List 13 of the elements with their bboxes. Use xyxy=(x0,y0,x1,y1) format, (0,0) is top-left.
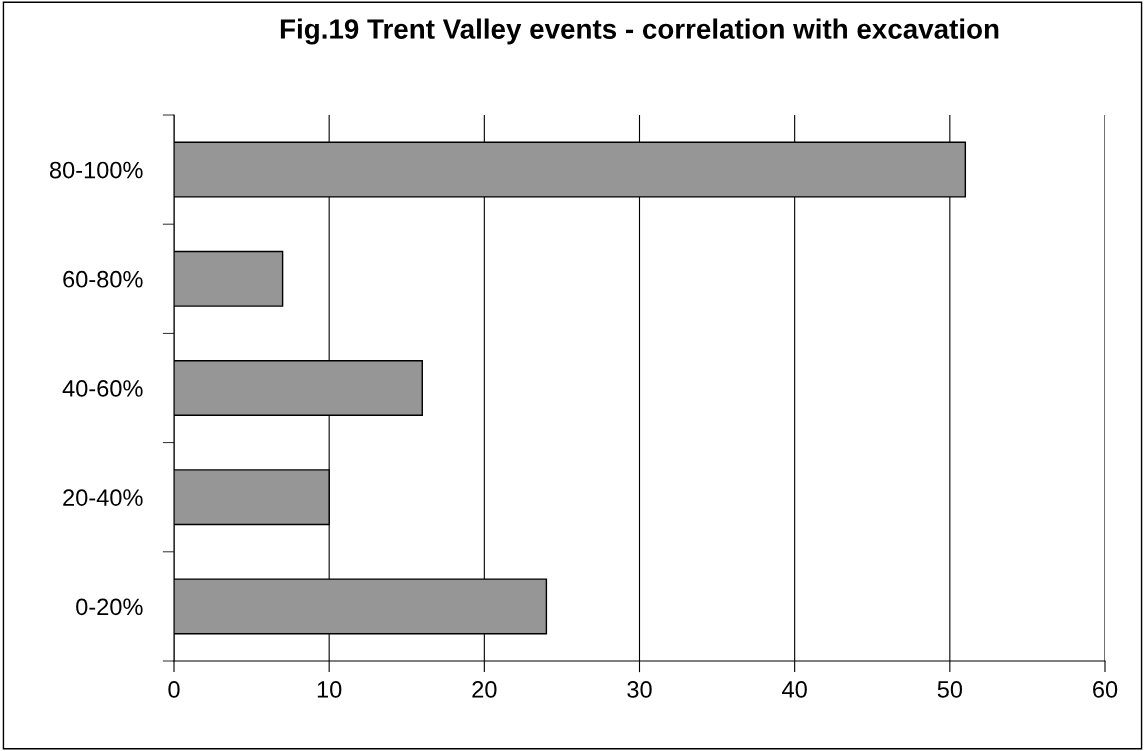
x-tick-label: 20 xyxy=(472,681,497,698)
chart-title: Fig.19 Trent Valley events - correlation with excavation xyxy=(280,18,999,45)
y-tick-label: 40-60% xyxy=(62,380,143,397)
x-tick-label: 60 xyxy=(1093,681,1118,698)
y-tick-label: 0-20% xyxy=(76,598,143,616)
x-tick-label: 10 xyxy=(317,681,342,698)
x-tick-label: 30 xyxy=(627,681,652,698)
x-tick-label: 40 xyxy=(782,681,807,698)
y-tick-label: 20-40% xyxy=(63,489,143,506)
y-tick-label: 60-80% xyxy=(63,270,143,288)
x-tick-label: 50 xyxy=(937,681,963,698)
x-tick-label: 0 xyxy=(168,681,180,698)
y-tick-label: 80-100% xyxy=(49,161,143,179)
